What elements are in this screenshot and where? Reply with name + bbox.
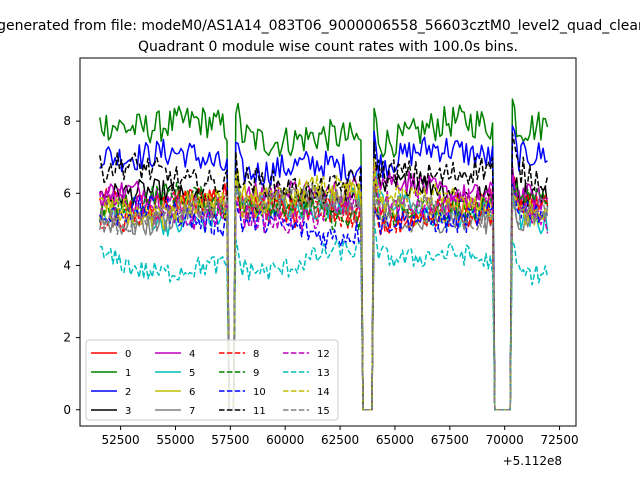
- y-tick-label: 8: [63, 114, 71, 128]
- y-tick-label: 6: [63, 186, 71, 200]
- legend-label-8: 8: [253, 349, 259, 360]
- x-tick-label: 65000: [376, 433, 414, 447]
- x-tick-label: 52500: [102, 433, 140, 447]
- x-tick-label: 67500: [431, 433, 469, 447]
- legend-label-4: 4: [189, 349, 195, 360]
- legend-label-7: 7: [189, 406, 195, 417]
- legend-label-9: 9: [253, 368, 259, 379]
- series-line-7: [99, 173, 549, 411]
- x-tick-label: 57500: [211, 433, 249, 447]
- x-tick-label: 72500: [540, 433, 578, 447]
- legend-label-12: 12: [317, 349, 330, 360]
- legend-label-0: 0: [125, 349, 131, 360]
- series-line-14: [99, 158, 549, 411]
- x-tick-label: 60000: [266, 433, 304, 447]
- legend-label-6: 6: [189, 387, 195, 398]
- x-tick-label: 70000: [486, 433, 524, 447]
- chart-title: Quadrant 0 module wise count rates with …: [138, 39, 518, 55]
- series-line-8: [99, 179, 549, 411]
- legend-label-11: 11: [253, 406, 266, 417]
- y-tick-label: 0: [63, 403, 71, 417]
- series-line-10: [99, 182, 549, 411]
- series-line-11: [99, 132, 549, 411]
- suptitle: Plot generated from file: modeM0/AS1A14_…: [0, 18, 640, 34]
- x-tick-label: 62500: [321, 433, 359, 447]
- x-offset-label: +5.112e8: [503, 454, 562, 468]
- legend-label-13: 13: [317, 368, 330, 379]
- legend-label-3: 3: [125, 406, 131, 417]
- series-layer: [99, 98, 549, 411]
- legend-label-14: 14: [317, 387, 330, 398]
- legend-box: [85, 339, 339, 421]
- series-line-15: [99, 184, 549, 411]
- legend-label-1: 1: [125, 368, 131, 379]
- plot-frame: [79, 57, 577, 427]
- legend-label-5: 5: [189, 368, 195, 379]
- legend-label-10: 10: [253, 387, 266, 398]
- series-line-12: [99, 162, 549, 411]
- legend-label-2: 2: [125, 387, 131, 398]
- x-tick-label: 55000: [156, 433, 194, 447]
- y-tick-label: 2: [63, 331, 71, 345]
- series-line-1: [99, 98, 549, 411]
- x-axis: 52500 55000 57500 60000 62500 65000 67500 70000…: [102, 426, 579, 447]
- series-line-13: [99, 218, 549, 411]
- legend-label-15: 15: [317, 406, 330, 417]
- y-axis: 0 2 4 6 8: [63, 114, 80, 417]
- y-tick-label: 4: [63, 258, 71, 272]
